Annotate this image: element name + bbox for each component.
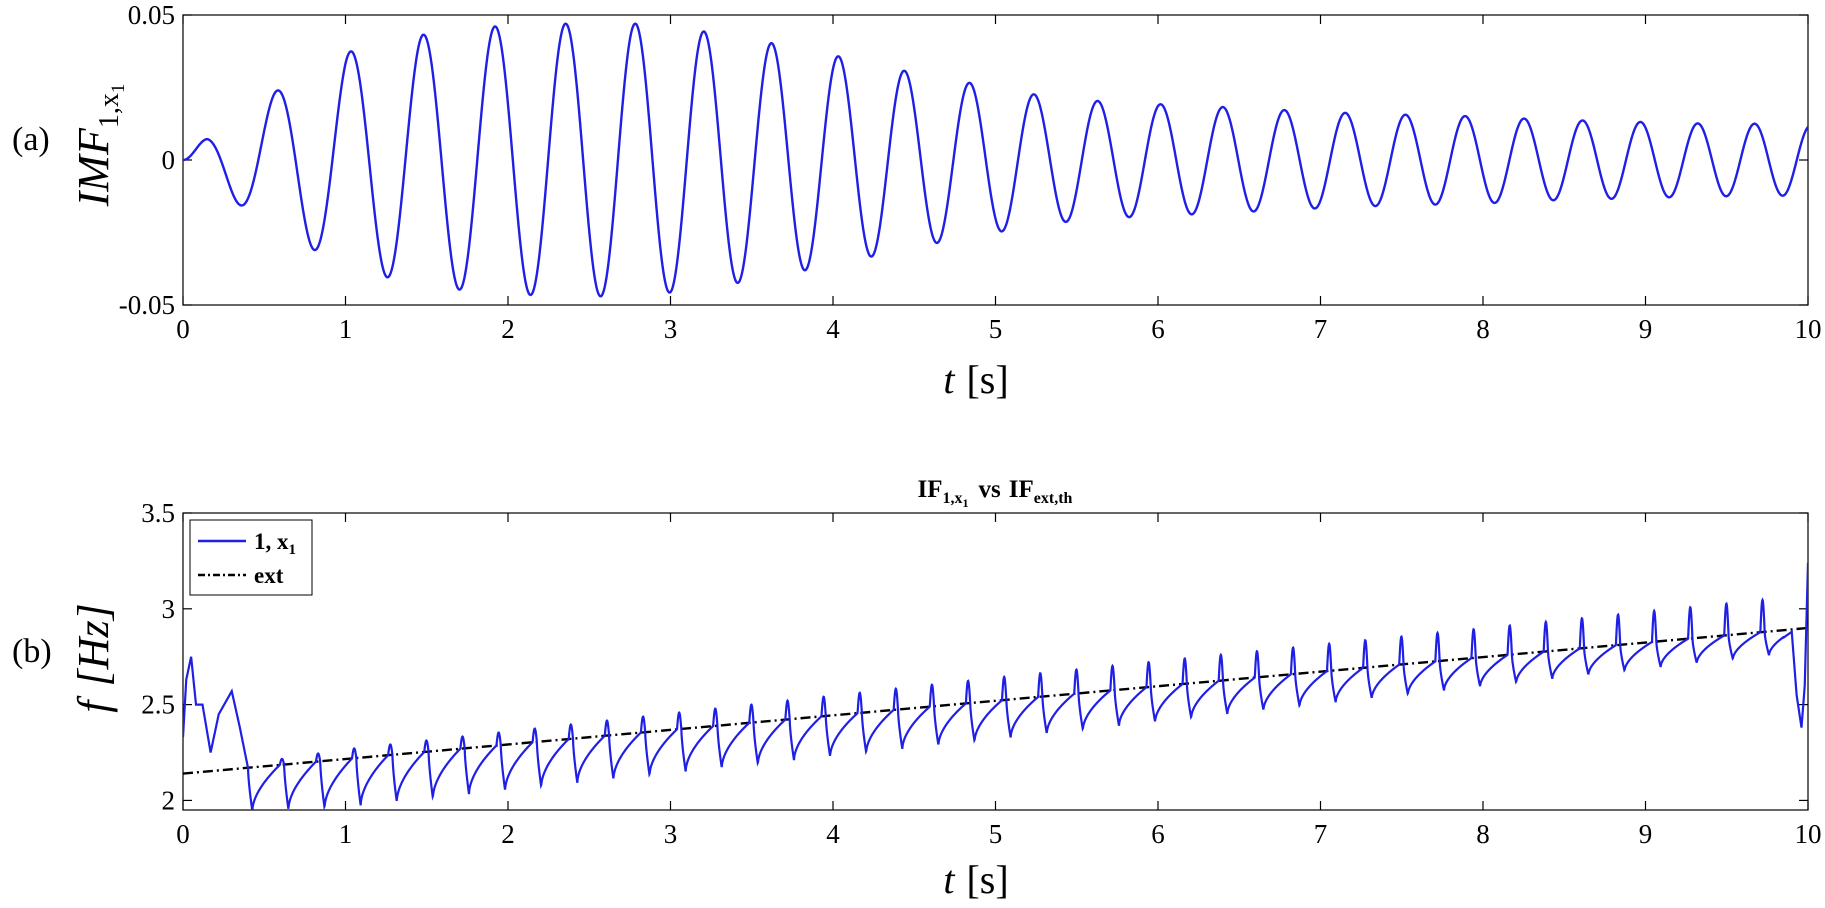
x-tick-label: 0 <box>176 819 190 849</box>
panel-b-xlabel-unit: [s] <box>966 857 1008 902</box>
panel-a-ylabel: IMF1,x1 <box>69 84 129 208</box>
x-tick-label: 10 <box>1795 819 1822 849</box>
y-tick-label: 0 <box>162 145 176 175</box>
legend-box <box>189 519 313 596</box>
x-tick-label: 0 <box>176 314 190 344</box>
panel-b-title-if2: IF <box>1009 476 1034 503</box>
x-tick-label: 7 <box>1314 819 1328 849</box>
panel-a-xlabel: t [s] <box>943 357 1008 402</box>
panel-b-if-line <box>183 562 1808 810</box>
svg-text:t[s]: t [s] <box>943 857 1008 902</box>
panel-b: (b) IF1,x1 vs IFext,th f[Hz] 0 1 2 3 4 5 6 7 8 9 102… <box>12 476 1822 902</box>
x-tick-label: 2 <box>501 314 515 344</box>
panel-a-ylabel-main: IMF <box>69 127 118 207</box>
panel-b-xlabel: t [s] <box>943 857 1008 902</box>
x-tick-label: 4 <box>826 314 840 344</box>
x-tick-label: 6 <box>1151 819 1165 849</box>
panel-b-xlabel-var: t <box>943 857 955 902</box>
panel-a-xlabel-var: t <box>943 357 955 402</box>
panel-b-title-sub2: ext,th <box>1034 490 1073 507</box>
y-tick-label: -0.05 <box>119 290 175 320</box>
x-tick-label: 1 <box>339 314 353 344</box>
panel-b-title-if1: IF <box>918 476 943 503</box>
x-tick-label: 8 <box>1476 819 1490 849</box>
legend-label-if: 1, x1 <box>254 529 296 558</box>
x-tick-label: 5 <box>989 314 1003 344</box>
panel-b-title-subsub1: 1 <box>963 496 969 510</box>
x-tick-label: 4 <box>826 819 840 849</box>
svg-text:IMF1,x1: IMF1,x1 <box>69 84 129 208</box>
x-tick-label: 8 <box>1476 314 1490 344</box>
svg-text:f[Hz]: f [Hz] <box>69 603 118 712</box>
panel-a-imf-line <box>183 22 1808 298</box>
y-tick-label: 2 <box>162 785 176 815</box>
y-tick-label: 0.05 <box>128 0 175 30</box>
panel-b-title: IF1,x1 vs IFext,th <box>918 476 1073 510</box>
y-tick-label: 2.5 <box>141 690 175 720</box>
panel-b-title-sub1: 1,x <box>943 490 963 507</box>
legend-label-if-main: 1, x <box>254 529 289 554</box>
panel-a-ylabel-subsub: 1 <box>108 84 129 94</box>
y-tick-label: 3 <box>162 594 176 624</box>
panel-a-label: (a) <box>12 121 50 158</box>
x-tick-label: 2 <box>501 819 515 849</box>
panel-b-title-vs: vs <box>979 476 1002 503</box>
y-tick-label: 3.5 <box>141 498 175 528</box>
x-tick-label: 3 <box>664 314 678 344</box>
panel-b-ylabel-unit: [Hz] <box>69 603 118 686</box>
panel-b-ylabel: f [Hz] <box>69 603 118 712</box>
panel-a-xlabel-unit: [s] <box>966 357 1008 402</box>
x-tick-label: 3 <box>664 819 678 849</box>
panel-b-ticks: 0 1 2 3 4 5 6 7 8 9 10 2 2.5 3 3.5 <box>141 498 1821 849</box>
x-tick-label: 9 <box>1639 314 1653 344</box>
x-tick-label: 7 <box>1314 314 1328 344</box>
legend-label-if-sub: 1 <box>289 542 297 558</box>
legend-label-ext: ext <box>254 563 284 588</box>
panel-a-axes-box <box>182 14 1809 306</box>
panel-b-label: (b) <box>12 633 52 670</box>
x-tick-label: 1 <box>339 819 353 849</box>
panel-b-legend: 1, x1 ext <box>189 519 313 596</box>
svg-text:t[s]: t [s] <box>943 357 1008 402</box>
panel-b-axes-box <box>182 512 1809 811</box>
panel-b-ylabel-var: f <box>69 695 118 713</box>
x-tick-label: 5 <box>989 819 1003 849</box>
x-tick-label: 9 <box>1639 819 1653 849</box>
x-tick-label: 6 <box>1151 314 1165 344</box>
panel-b-ext-line <box>183 626 1808 775</box>
x-tick-label: 10 <box>1795 314 1822 344</box>
panel-a-ylabel-sub: 1,x <box>94 93 125 128</box>
